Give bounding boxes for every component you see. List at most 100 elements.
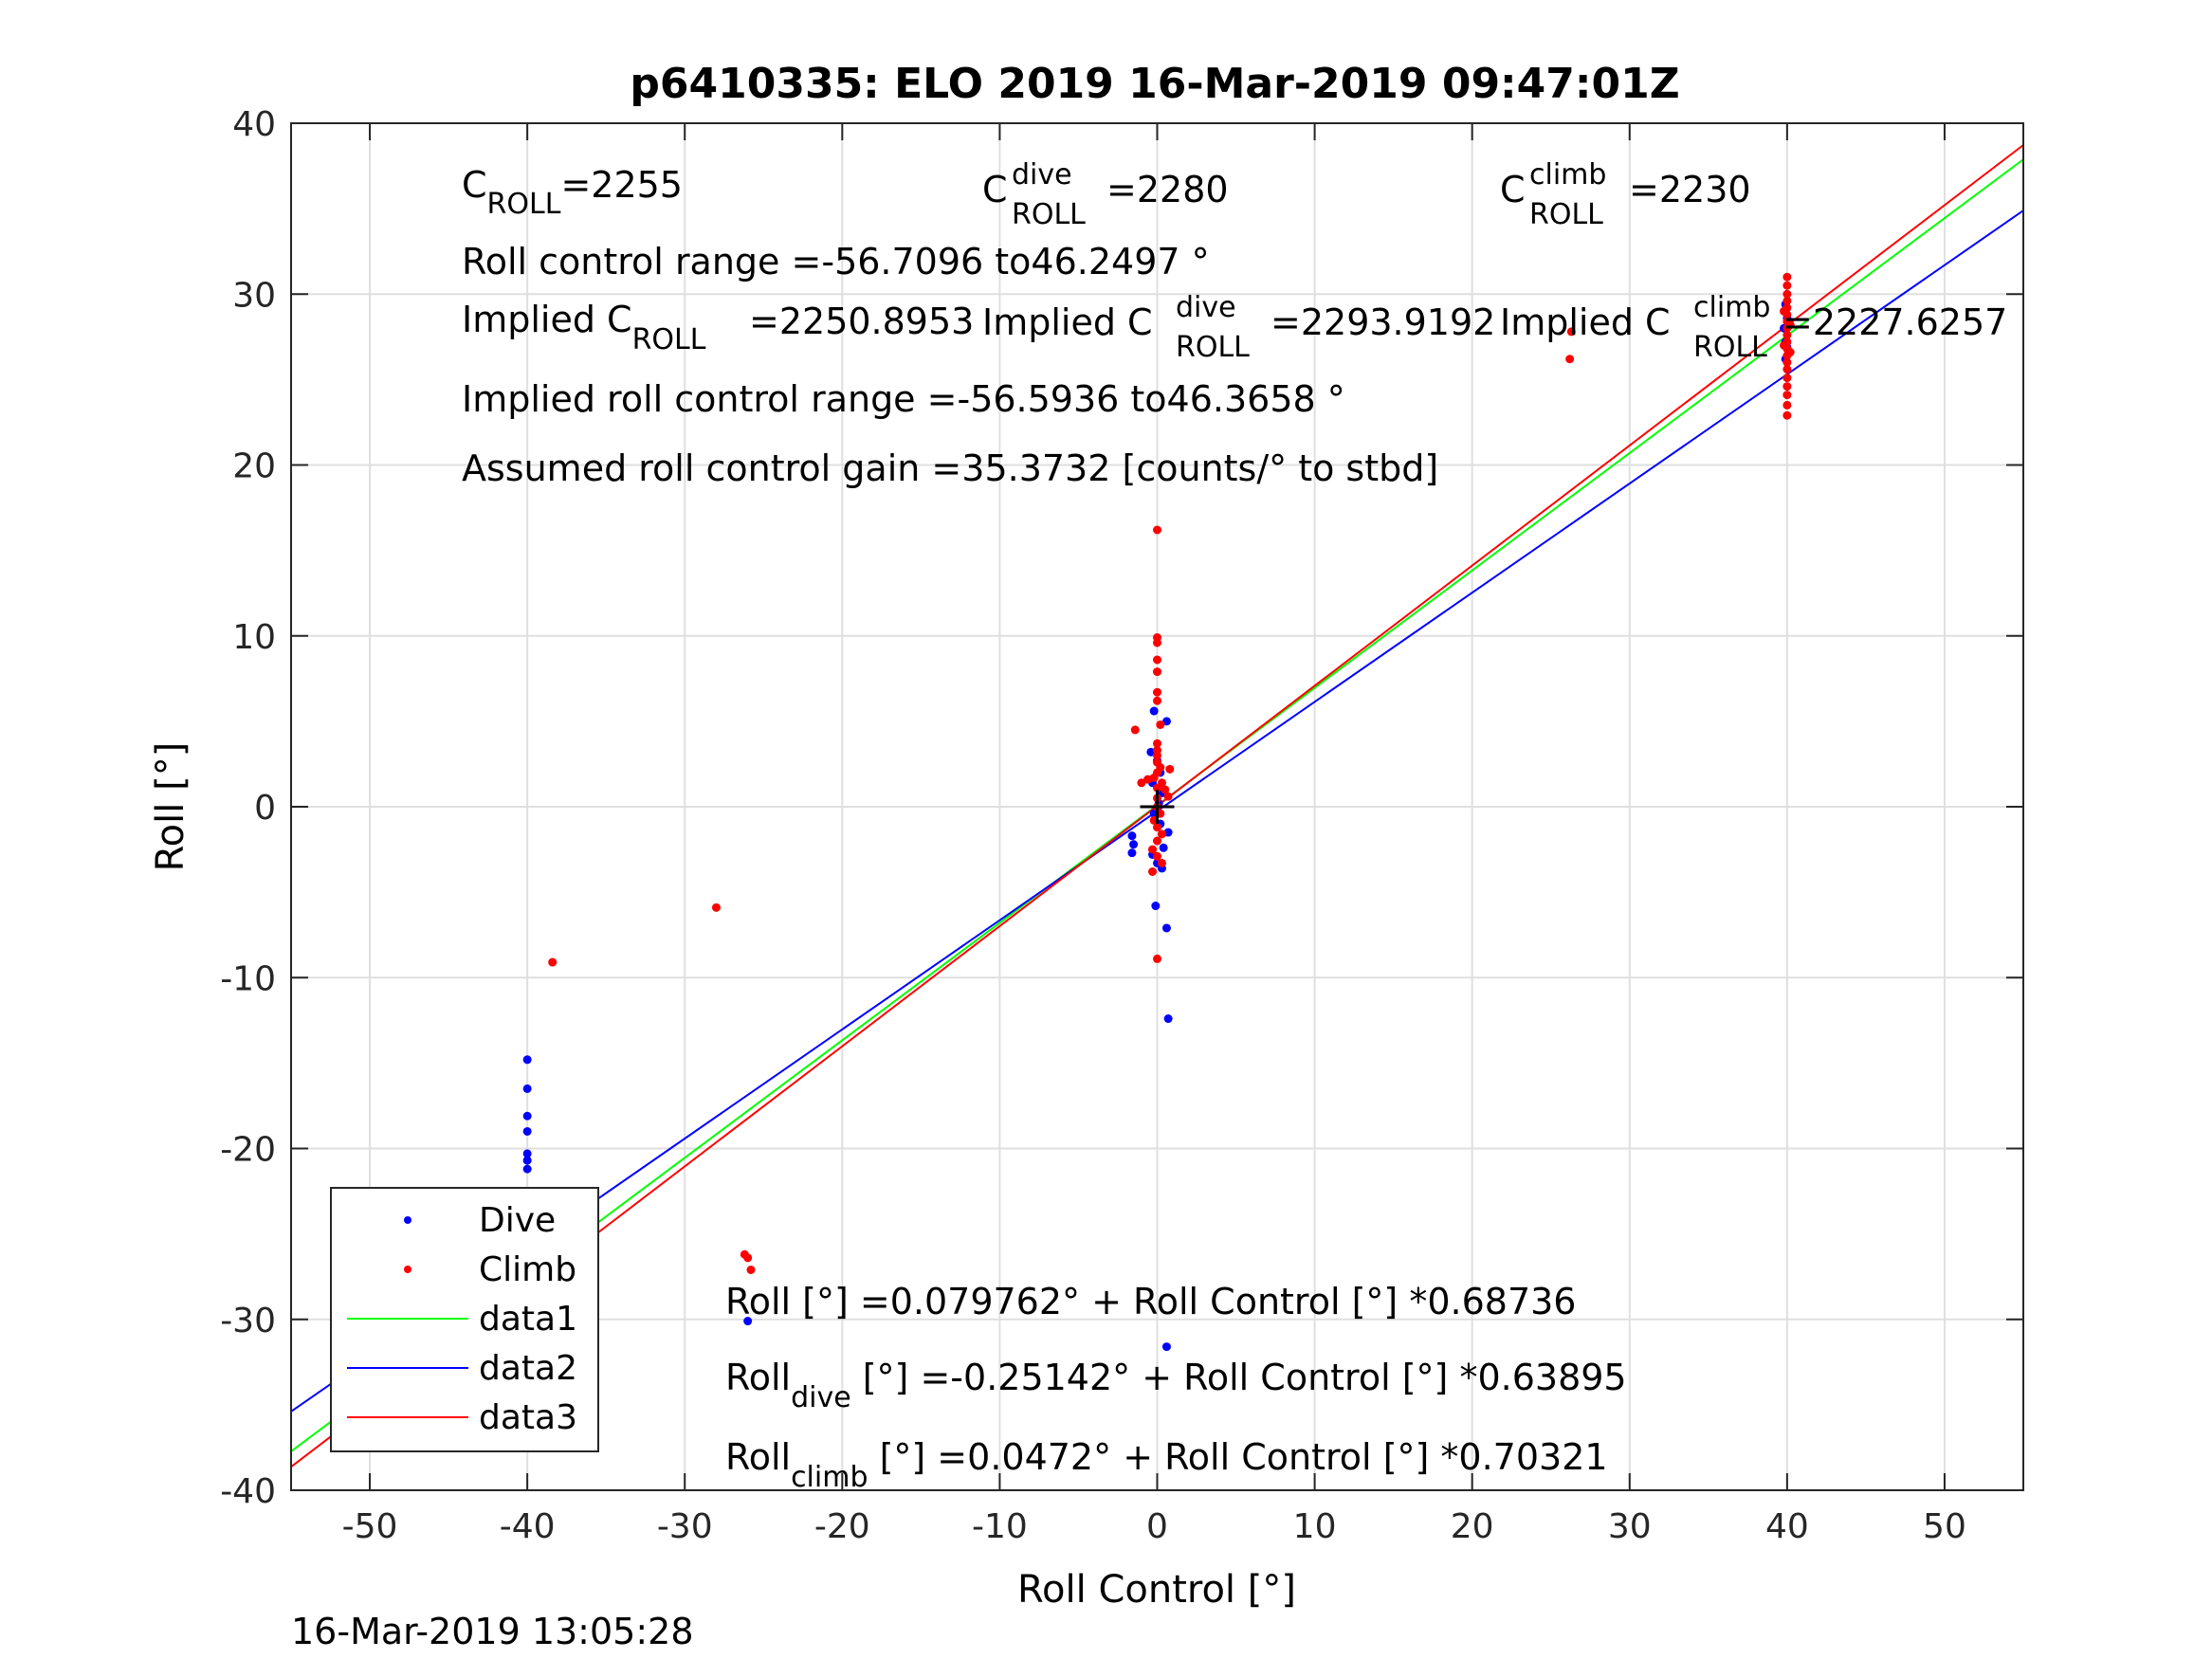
- x-tick-label: -10: [972, 1507, 1028, 1546]
- climb-point: [1148, 845, 1158, 854]
- center-plus-marker: [1140, 790, 1175, 824]
- climb-point: [1780, 306, 1789, 316]
- legend: Dive Climb data1 data2 data3: [330, 1187, 599, 1452]
- climb-point: [1157, 830, 1166, 839]
- implied-c-roll-value: =2250.8953: [749, 301, 974, 342]
- dive-point: [1163, 1014, 1173, 1024]
- climb-point: [1565, 355, 1575, 364]
- climb-point: [1153, 655, 1161, 665]
- climb-point: [1782, 331, 1792, 340]
- climb-point: [1153, 525, 1161, 535]
- implied-c-roll-dive-value: =2293.9192: [1271, 301, 1495, 343]
- dive-point: [1161, 923, 1171, 933]
- c-roll-climb-sub: ROLL: [1529, 198, 1603, 231]
- climb-point: [1782, 281, 1792, 290]
- climb-point: [1782, 357, 1792, 367]
- legend-data3-label: data3: [479, 1398, 577, 1437]
- implied-c-roll-dive-sub: ROLL: [1176, 331, 1250, 364]
- x-tick-label: 10: [1293, 1507, 1337, 1546]
- climb-point: [743, 1253, 753, 1263]
- implied-c-roll-climb-sup: climb: [1693, 291, 1770, 324]
- y-tick-label: -10: [220, 959, 276, 998]
- fit-climb-annotation: Rollclimb [°] =0.0472° + Roll Control [°…: [725, 1436, 1608, 1494]
- fit-all-annotation: Roll [°] =0.079762° + Roll Control [°] *…: [725, 1281, 1576, 1322]
- fit-dive-annotation: Rolldive [°] =-0.25142° + Roll Control […: [725, 1357, 1627, 1414]
- climb-point: [1153, 696, 1161, 705]
- x-tick-label: 20: [1451, 1507, 1494, 1546]
- climb-point: [1782, 400, 1792, 410]
- climb-point: [1782, 391, 1792, 400]
- climb-point: [1165, 764, 1175, 774]
- climb-point: [1566, 327, 1576, 337]
- c-roll-climb-sup: climb: [1529, 158, 1606, 191]
- legend-climb-label: Climb: [479, 1250, 576, 1289]
- y-tick-label: 0: [254, 789, 276, 828]
- implied-c-roll-climb-annotation: Implied C: [1500, 301, 1671, 343]
- axes-box: [290, 122, 2024, 1491]
- c-roll-annotation: CROLL=2255: [462, 164, 683, 221]
- data-points: [518, 272, 1795, 1393]
- legend-dive-label: Dive: [479, 1201, 556, 1240]
- climb-point: [1153, 823, 1161, 832]
- dive-point: [1127, 848, 1137, 858]
- climb-point: [1156, 720, 1165, 729]
- legend-data2-label: data2: [479, 1349, 577, 1388]
- dive-point: [522, 1149, 532, 1158]
- implied-c-roll-dive-annotation: Implied C: [982, 301, 1153, 343]
- legend-dive-marker: [404, 1216, 411, 1224]
- y-tick-label: 20: [232, 447, 276, 486]
- climb-point: [1153, 851, 1161, 861]
- climb-point: [1153, 751, 1161, 760]
- climb-point: [1153, 638, 1161, 647]
- x-tick-label: 40: [1765, 1507, 1809, 1546]
- legend-climb-marker: [404, 1266, 411, 1273]
- dive-point: [522, 1156, 532, 1165]
- dive-point: [522, 1111, 532, 1121]
- c-roll-climb-annotation: C: [1500, 169, 1526, 210]
- c-roll-dive-annotation: C: [982, 169, 1008, 210]
- climb-point: [1153, 667, 1161, 677]
- climb-point: [1785, 348, 1795, 357]
- chart-title: p6410335: ELO 2019 16-Mar-2019 09:47:01Z: [630, 60, 1679, 108]
- dive-point: [522, 1164, 532, 1174]
- x-axis-label: Roll Control [°]: [1017, 1568, 1296, 1612]
- x-tick-label: -40: [500, 1507, 556, 1546]
- climb-point: [1785, 320, 1795, 330]
- roll-control-range: Roll control range =-56.7096 to46.2497 °: [462, 241, 1210, 283]
- dive-point: [1149, 706, 1159, 716]
- climb-point: [1153, 783, 1161, 793]
- climb-point: [1782, 382, 1792, 392]
- legend-data1-label: data1: [479, 1300, 577, 1339]
- climb-point: [1143, 775, 1153, 784]
- climb-point: [1153, 836, 1161, 846]
- implied-c-roll-annotation: Implied CROLL: [462, 299, 706, 356]
- climb-point: [746, 1265, 756, 1274]
- climb-point: [1153, 954, 1161, 963]
- implied-c-roll-climb-sub: ROLL: [1693, 331, 1767, 364]
- climb-point: [1782, 374, 1792, 383]
- x-tick-labels: -50 -40 -30 -20 -10 0 10 20 30 40 50: [342, 1507, 1966, 1546]
- x-tick-label: -30: [657, 1507, 713, 1546]
- y-tick-labels: -40 -30 -20 -10 0 10 20 30 40: [220, 105, 276, 1511]
- climb-point: [1782, 296, 1792, 305]
- y-axis-label: Roll [°]: [149, 742, 192, 872]
- climb-point: [1148, 866, 1158, 876]
- climb-point: [1782, 289, 1792, 299]
- y-tick-label: -40: [220, 1472, 276, 1511]
- climb-point: [1130, 725, 1140, 735]
- dive-point: [522, 1055, 532, 1065]
- climb-point: [1153, 687, 1161, 697]
- climb-point: [1782, 365, 1792, 374]
- dive-point: [1129, 840, 1139, 849]
- dive-point: [743, 1317, 753, 1326]
- dive-point: [1151, 902, 1161, 911]
- climb-point: [1157, 858, 1166, 867]
- dive-point: [522, 1126, 532, 1136]
- footer-timestamp: 16-Mar-2019 13:05:28: [291, 1611, 694, 1652]
- c-roll-dive-sup: dive: [1012, 158, 1072, 191]
- y-tick-label: 30: [232, 276, 276, 315]
- x-tick-label: -50: [342, 1507, 398, 1546]
- climb-point: [711, 902, 721, 912]
- y-tick-label: -20: [220, 1131, 276, 1170]
